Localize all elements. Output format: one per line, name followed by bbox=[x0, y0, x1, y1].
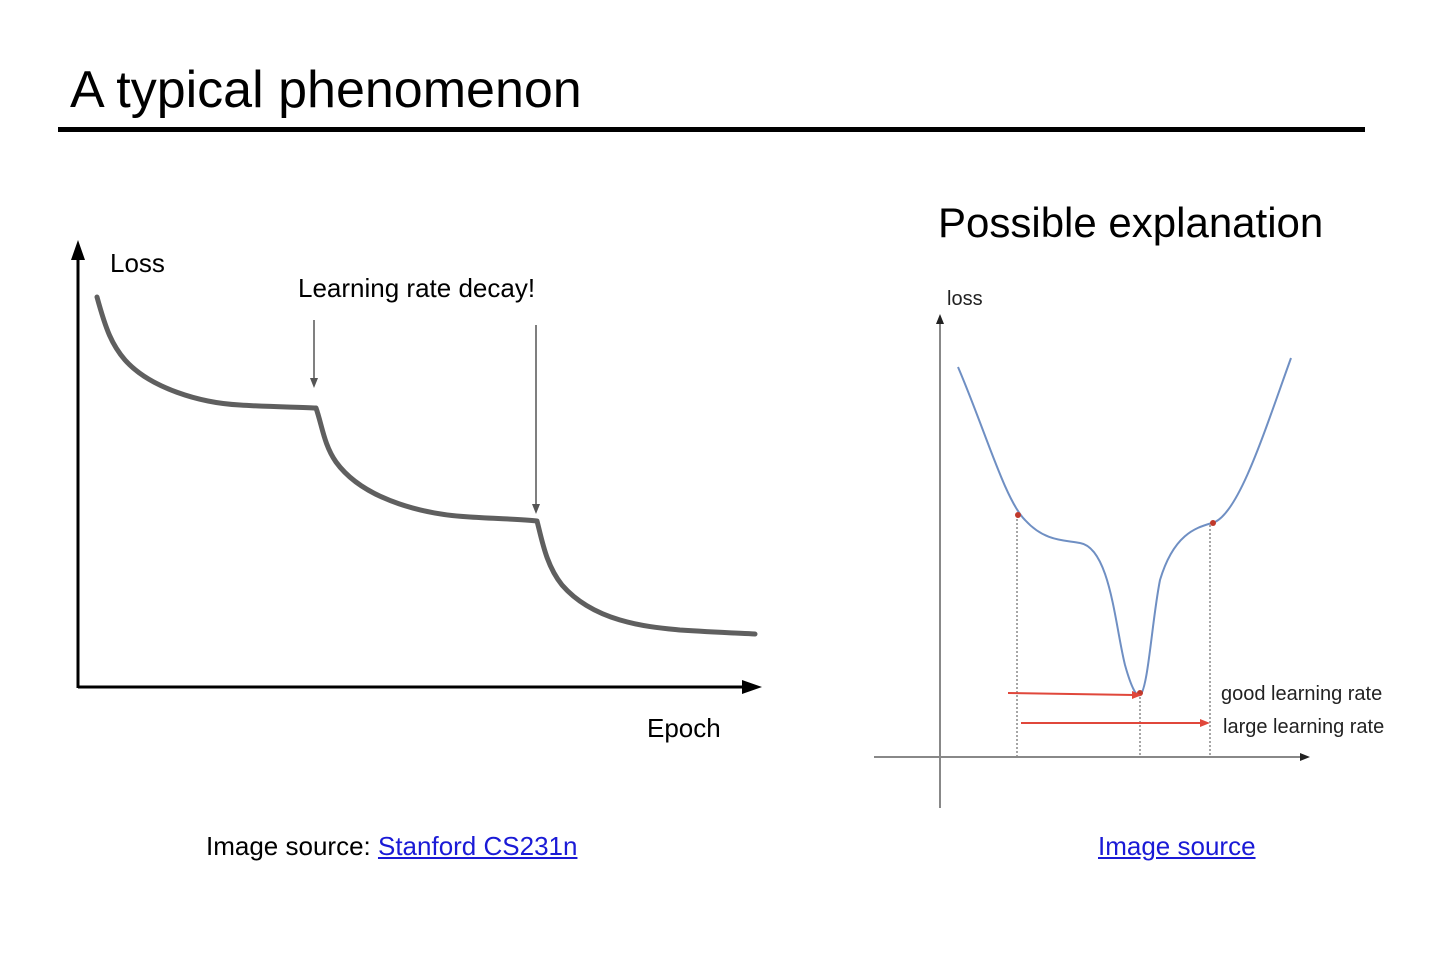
title-divider bbox=[58, 127, 1365, 132]
start-point bbox=[1015, 512, 1021, 518]
decay-arrow-2-head bbox=[532, 504, 540, 514]
good-lr-arrowhead bbox=[1132, 691, 1142, 699]
loss-epoch-diagram: Loss Epoch Learning rate decay! bbox=[71, 240, 762, 743]
right-y-axis-label: loss bbox=[947, 288, 983, 310]
image-source-link[interactable]: Image source bbox=[1098, 831, 1256, 861]
loss-landscape-diagram: loss good learning rate large learning r… bbox=[874, 288, 1384, 808]
left-caption-prefix: Image source: bbox=[206, 831, 378, 861]
stanford-cs231n-link[interactable]: Stanford CS231n bbox=[377, 831, 578, 861]
large-lr-label: large learning rate bbox=[1223, 716, 1384, 738]
left-y-axis-label: Loss bbox=[110, 248, 165, 278]
large-lr-arrowhead bbox=[1200, 719, 1210, 727]
good-lr-label: good learning rate bbox=[1221, 683, 1382, 705]
left-image-caption: Image source: Stanford CS231n bbox=[206, 830, 577, 862]
right-x-axis-arrowhead bbox=[1300, 753, 1310, 761]
decay-arrow-1-head bbox=[310, 378, 318, 388]
left-x-axis-label: Epoch bbox=[647, 713, 721, 743]
right-y-axis-arrowhead bbox=[936, 314, 944, 324]
loss-landscape-curve bbox=[957, 357, 1292, 697]
left-x-axis-arrowhead bbox=[742, 680, 762, 694]
left-y-axis-arrowhead bbox=[71, 240, 85, 260]
slide-title: A typical phenomenon bbox=[70, 61, 582, 119]
right-heading: Possible explanation bbox=[938, 199, 1324, 246]
loss-curve bbox=[94, 294, 758, 637]
right-image-caption: Image source bbox=[1098, 830, 1256, 862]
overshoot-point bbox=[1210, 520, 1216, 526]
lr-decay-annotation: Learning rate decay! bbox=[298, 273, 535, 303]
good-lr-arrow bbox=[1007, 692, 1135, 696]
